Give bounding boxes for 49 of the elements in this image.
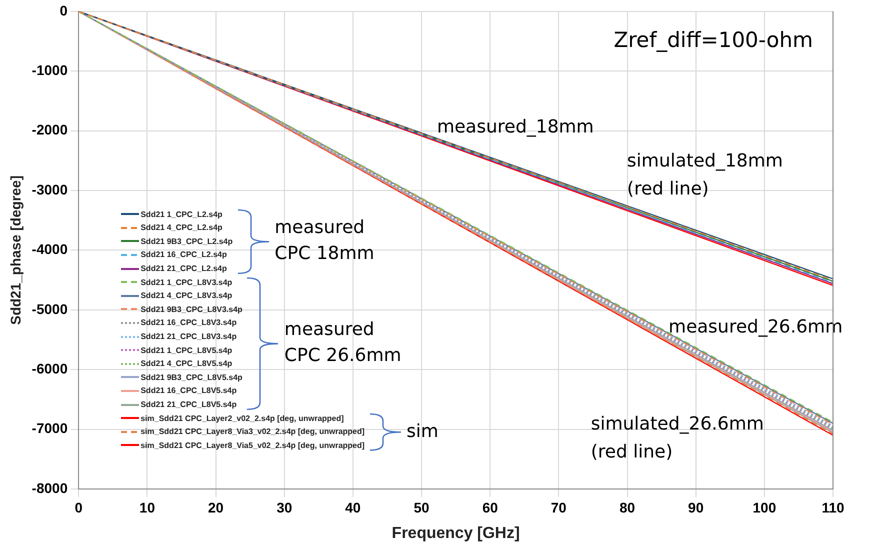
x-tick-label: 30 [276,499,292,516]
y-tick-label: -8000 [32,480,68,496]
y-tick-label: -7000 [32,420,68,436]
x-tick-label: 80 [619,499,636,516]
annotation: Zref_diff=100-ohm [614,28,813,52]
y-axis-title: Sdd21_phase [degree] [7,176,24,325]
legend-label: Sdd21 16_CPC_L2.s4p [140,250,227,260]
annotation: measured CPC 26.6mm [284,318,402,368]
y-tick-label: 0 [60,2,68,18]
legend-label: Sdd21 16_CPC_L8V5.s4p [140,386,237,396]
y-tick-label: -3000 [32,181,68,198]
annotation: sim [406,420,438,444]
legend-label: Sdd21 21_CPC_L2.s4p [140,264,227,274]
x-tick-label: 90 [688,499,704,516]
legend-label: Sdd21 1_CPC_L2.s4p [140,210,222,219]
legend-label: Sdd21 9B3_CPC_L8V3.s4p [140,304,242,314]
y-tick-label: -4000 [32,241,68,258]
legend-label: Sdd21 1_CPC_L8V5.s4p [140,346,232,355]
legend-label: sim_Sdd21 CPC_Layer8_Via5_v02_2.s4p [deg, unwrapped] [140,440,365,450]
x-tick-label: 0 [74,499,83,516]
x-tick-label: 20 [208,499,224,516]
x-tick-label: 50 [414,499,430,516]
x-tick-label: 100 [752,499,776,516]
legend-label: Sdd21 4_CPC_L8V3.s4p [140,291,232,300]
annotation: measured_26.6mm [668,316,843,338]
y-tick-label: -5000 [32,300,68,317]
annotation: simulated_26.6mm (red line) [590,414,764,463]
x-tick-label: 60 [482,499,498,516]
legend-label: Sdd21 9B3_CPC_L8V5.s4p [140,372,242,382]
legend-label: Sdd21 16_CPC_L8V3.s4p [140,318,237,328]
y-tick-label: -6000 [32,360,68,376]
annotation: measured_18mm [436,116,594,138]
legend-label: Sdd21 4_CPC_L2.s4p [140,223,222,232]
annotation: measured CPC 18mm [274,216,374,266]
legend-label: Sdd21 9B3_CPC_L2.s4p [140,236,233,246]
legend-label: sim_Sdd21 CPC_Layer8_Via3_v02_2.s4p [deg, unwrapped] [140,427,365,436]
y-tick-label: -2000 [32,122,68,138]
legend-label: Sdd21 21_CPC_L8V5.s4p [140,400,237,409]
legend-label: Sdd21 1_CPC_L8V3.s4p [140,278,232,287]
x-axis-title: Frequency [GHz] [392,524,520,542]
x-tick-label: 40 [345,499,361,516]
legend-label: Sdd21 21_CPC_L8V3.s4p [140,332,237,342]
y-tick-label: -1000 [32,62,68,78]
x-tick-label: 70 [550,499,567,516]
legend-label: Sdd21 4_CPC_L8V5.s4p [140,359,232,368]
annotation: simulated_18mm (red line) [627,150,783,200]
x-tick-label: 10 [139,499,156,516]
legend-label: sim_Sdd21 CPC_Layer2_v02_2.s4p [deg, unwrapped] [140,414,344,423]
x-tick-label: 110 [822,499,845,516]
